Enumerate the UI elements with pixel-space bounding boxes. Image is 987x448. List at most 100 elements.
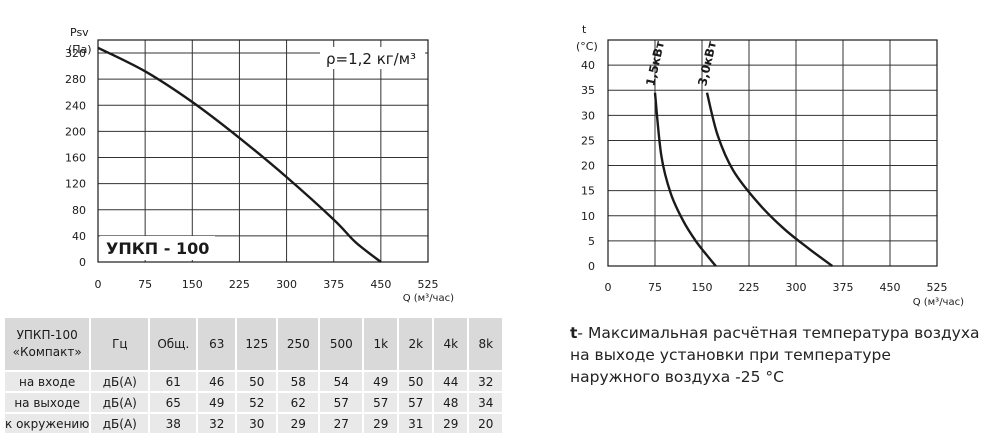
y-tick-label: 320 [65,47,86,60]
y-tick-label: 20 [581,160,595,173]
y-tick-label: 280 [65,73,86,86]
temperature-y-ticks: 0 5 10 15 20 25 30 35 40 [581,59,595,273]
y-tick-label: 35 [581,84,595,97]
x-tick-label: 75 [648,281,662,294]
temperature-chart: 0 5 10 15 20 25 30 35 40 0 75 150 225 300 375 450 525 t… [576,23,964,308]
temperature-y-label-symbol: t [582,23,587,36]
col-header: 8k [467,318,503,372]
pressure-y-label-symbol: Psv [70,26,89,39]
y-tick-label: 120 [65,178,86,191]
y-tick-label: 80 [72,204,86,217]
pressure-plot-frame [97,39,429,263]
temperature-grid [608,40,937,266]
pressure-x-label: Q (м³/час) [403,293,454,304]
x-tick-label: 300 [276,278,297,291]
table-model-header: УПКП-100 «Компакт» [2,318,91,372]
col-header: 63 [196,318,237,372]
y-tick-label: 10 [581,210,595,223]
table-cell: 49 [196,392,237,414]
y-tick-label: 200 [65,125,86,138]
col-header: 1k [362,318,399,372]
temperature-y-label-unit: (°C) [576,40,598,53]
x-tick-label: 375 [833,281,854,294]
row-label: к окружению [2,413,91,435]
table-cell: 52 [235,392,278,414]
density-annotation: ρ=1,2 кг/м³ [326,50,416,68]
temperature-footnote: t- Максимальная расчётная температура во… [570,322,980,388]
y-tick-label: 0 [79,256,86,269]
curve-1-5kw [653,92,717,267]
table-cell: 54 [318,371,364,393]
x-tick-label: 150 [692,281,713,294]
model-label-background [100,236,215,260]
y-tick-label: 15 [581,185,595,198]
x-tick-label: 375 [323,278,344,291]
note-text: - Максимальная расчётная температура воз… [570,324,980,386]
table-cell: 38 [148,413,198,435]
y-tick-label: 5 [588,235,595,248]
table-cell: 29 [362,413,399,435]
temperature-x-label: Q (м³/час) [913,297,964,308]
table-cell: 31 [397,413,434,435]
table-cell: дБ(А) [89,371,150,393]
annotation-background [320,47,425,69]
table-cell: 34 [467,392,503,414]
table-row: на входе дБ(А) 61 46 50 58 54 49 50 44 3… [2,371,503,393]
row-label: на выходе [2,392,91,414]
table-cell: 57 [362,392,399,414]
col-header: 2k [397,318,434,372]
table-cell: 32 [196,413,237,435]
table-cell: 62 [276,392,320,414]
curve-3-0kw [705,92,834,267]
col-header: Общ. [148,318,198,372]
x-tick-label: 0 [605,281,612,294]
y-tick-label: 0 [588,260,595,273]
model-name: УПКП-100 [16,328,78,342]
note-symbol: t [570,324,578,342]
table-cell: 32 [467,371,503,393]
x-tick-label: 450 [880,281,901,294]
pressure-curve [97,46,382,263]
x-tick-label: 75 [138,278,152,291]
series-label-1-5kw: 1,5кВт [643,40,667,88]
table-row: к окружению дБ(А) 38 32 30 29 27 29 31 2… [2,413,503,435]
table-header-row: УПКП-100 «Компакт» Гц Общ. 63 125 250 50… [2,318,503,372]
noise-level-table: УПКП-100 «Компакт» Гц Общ. 63 125 250 50… [2,318,503,435]
y-tick-label: 40 [72,230,86,243]
x-tick-label: 525 [927,281,948,294]
table-cell: дБ(А) [89,392,150,414]
table-cell: 20 [467,413,503,435]
col-header: 250 [276,318,320,372]
col-header: Гц [89,318,150,372]
table-cell: 61 [148,371,198,393]
table-cell: 29 [432,413,469,435]
x-tick-label: 225 [739,281,760,294]
col-header: 125 [235,318,278,372]
pressure-x-ticks: 0 75 150 225 300 375 450 525 [95,278,439,291]
table-cell: 57 [397,392,434,414]
temperature-plot-frame [607,39,938,267]
table-cell: дБ(А) [89,413,150,435]
y-tick-label: 30 [581,109,595,122]
pressure-y-ticks: 0 40 80 120 160 200 240 280 320 [65,47,86,269]
table-cell: 44 [432,371,469,393]
model-label: УПКП - 100 [106,239,209,258]
row-label: на входе [2,371,91,393]
table-cell: 27 [318,413,364,435]
table-cell: 48 [432,392,469,414]
table-cell: 58 [276,371,320,393]
model-series: «Компакт» [12,345,82,359]
x-tick-label: 225 [229,278,250,291]
col-header: 500 [318,318,364,372]
table-cell: 50 [397,371,434,393]
table-cell: 65 [148,392,198,414]
y-tick-label: 240 [65,99,86,112]
y-tick-label: 25 [581,134,595,147]
table-row: на выходе дБ(А) 65 49 52 62 57 57 57 48 … [2,392,503,414]
table-cell: 57 [318,392,364,414]
pressure-chart: 0 40 80 120 160 200 240 280 320 0 75 150 225 300 375 4… [65,26,454,304]
col-header: 4k [432,318,469,372]
x-tick-label: 450 [370,278,391,291]
y-tick-label: 40 [581,59,595,72]
x-tick-label: 300 [786,281,807,294]
